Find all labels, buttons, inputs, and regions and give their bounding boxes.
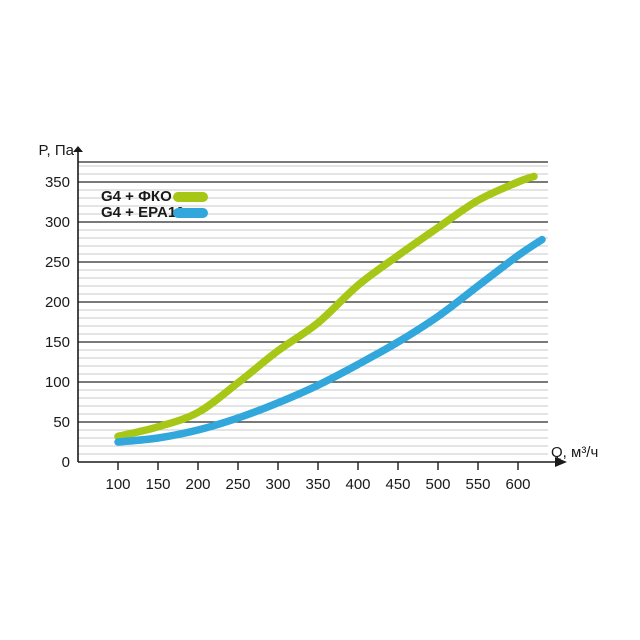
y-axis-arrow-icon [73, 146, 83, 152]
legend-label-epa10: G4 + EPA10 [101, 204, 185, 221]
x-tick-label: 550 [465, 476, 491, 493]
y-tick-label: 0 [61, 453, 70, 471]
y-tick-label: 150 [44, 333, 70, 351]
x-tick-label: 200 [185, 476, 211, 493]
y-axis-title: P, Па [38, 142, 74, 159]
legend-swatch-green [173, 191, 208, 202]
y-tick-label: 50 [53, 413, 70, 431]
legend-item-epa10: G4 + EPA10 [101, 204, 208, 221]
y-tick-label: 200 [44, 293, 70, 311]
x-axis-title: Q, м³/ч [551, 444, 599, 461]
y-tick-label: 300 [44, 213, 70, 231]
x-tick-label: 250 [225, 476, 251, 493]
y-tick-label: 250 [44, 253, 70, 271]
x-tick-label: 300 [265, 476, 291, 493]
legend-item-fko: G4 + ФКО [101, 188, 208, 205]
x-tick-label: 400 [345, 476, 371, 493]
x-tick-label: 600 [505, 476, 531, 493]
legend: G4 + ФКО G4 + EPA10 [101, 188, 208, 221]
x-tick-label: 150 [145, 476, 171, 493]
series-curve-1 [114, 235, 546, 446]
x-tick-label: 350 [305, 476, 331, 493]
y-tick-label: 100 [44, 373, 70, 391]
x-tick-label: 100 [105, 476, 131, 493]
x-axis-arrow-icon [555, 457, 567, 467]
series-curve-0 [114, 172, 538, 441]
x-tick-label: 500 [425, 476, 451, 493]
legend-label-fko: G4 + ФКО [101, 188, 172, 205]
x-tick-label: 450 [385, 476, 411, 493]
legend-swatch-blue [173, 207, 208, 218]
y-tick-label: 350 [44, 173, 70, 191]
